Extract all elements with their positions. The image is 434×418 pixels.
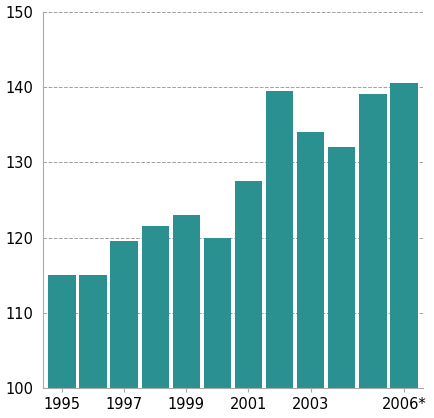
- Bar: [328, 147, 355, 388]
- Bar: [110, 242, 138, 388]
- Bar: [297, 132, 324, 388]
- Bar: [235, 181, 262, 388]
- Bar: [266, 91, 293, 388]
- Bar: [79, 275, 107, 388]
- Bar: [204, 238, 231, 388]
- Bar: [390, 83, 418, 388]
- Bar: [141, 227, 169, 388]
- Bar: [48, 275, 76, 388]
- Bar: [359, 94, 387, 388]
- Bar: [173, 215, 200, 388]
